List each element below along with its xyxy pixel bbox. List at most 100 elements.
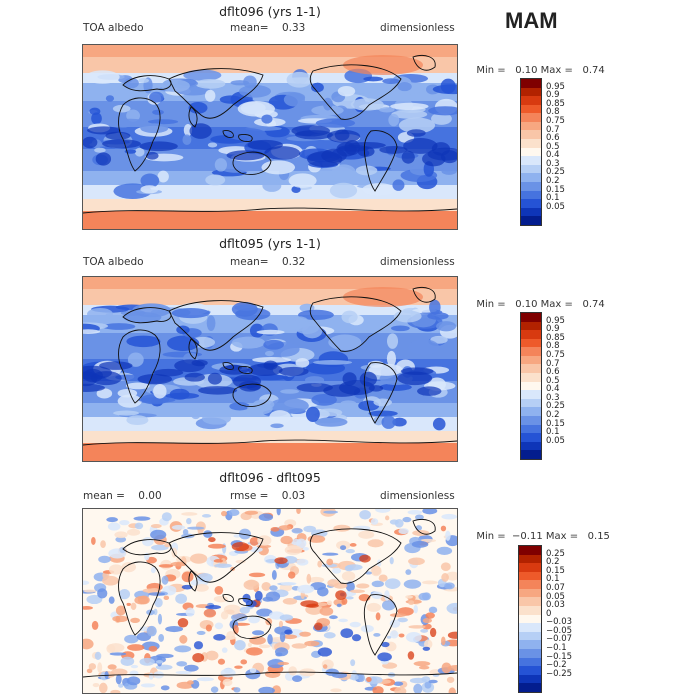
colorbar-tick-label: 0.25 — [546, 167, 565, 178]
colorbar-segment — [521, 156, 541, 165]
colorbar-segment — [519, 657, 541, 667]
panel-3-minmax: Min = −0.11 Max = 0.15 — [470, 520, 610, 542]
colorbar-tick-label: 0.15 — [546, 184, 565, 195]
colorbar-segment — [521, 415, 541, 425]
panel-1-mean-label: mean= 0.33 — [230, 22, 305, 34]
panel-3-min-label: Min = — [476, 531, 506, 542]
panel-3-rmse: rmse = 0.03 — [230, 490, 305, 502]
panel-2-colorbar — [520, 312, 542, 460]
albedo-map-dflt095 — [83, 277, 457, 461]
colorbar-segment — [521, 130, 541, 140]
panel-2-minmax: Min = 0.10 Max = 0.74 — [470, 288, 604, 310]
colorbar-segment — [519, 546, 541, 555]
colorbar-tick-label: 0.9 — [546, 324, 560, 335]
panel-2-min-value: 0.10 — [515, 299, 538, 310]
colorbar-tick-label: −0.1 — [546, 643, 567, 654]
colorbar-segment — [521, 433, 541, 442]
panel-3-units: dimensionless — [380, 490, 455, 502]
colorbar-tick-label: 0.07 — [546, 582, 565, 593]
colorbar-segment — [519, 666, 541, 675]
albedo-map-dflt096 — [83, 45, 457, 229]
panel-1-colorbar — [520, 78, 542, 226]
colorbar-tick-label: 0.1 — [546, 193, 560, 204]
colorbar-segment — [521, 216, 541, 225]
colorbar-segment — [521, 199, 541, 208]
colorbar-tick-label: −0.2 — [546, 660, 567, 671]
colorbar-segment — [519, 554, 541, 564]
colorbar-tick-label: 0.85 — [546, 98, 565, 109]
panel-1-units: dimensionless — [380, 22, 455, 34]
colorbar-tick-label: 0.8 — [546, 341, 560, 352]
panel-1-title: dflt096 (yrs 1-1) — [219, 4, 321, 19]
colorbar-segment — [521, 104, 541, 114]
colorbar-tick-label: −0.25 — [546, 668, 573, 679]
colorbar-segment — [521, 355, 541, 365]
colorbar-tick-label: 0.05 — [546, 591, 565, 602]
panel-3-rmse-value: 0.03 — [281, 490, 306, 502]
colorbar-tick-label: 0.2 — [546, 557, 560, 568]
panel-3-max-label: Max = — [545, 531, 579, 542]
colorbar-segment — [519, 597, 541, 607]
colorbar-segment — [519, 563, 541, 572]
colorbar-segment — [521, 381, 541, 391]
colorbar-segment — [521, 330, 541, 339]
colorbar-tick-label: 0.25 — [546, 401, 565, 412]
colorbar-segment — [519, 580, 541, 589]
colorbar-tick-label: 0.15 — [546, 565, 565, 576]
panel-2-mean-value: 0.32 — [281, 256, 306, 268]
colorbar-tick-label: 0.3 — [546, 392, 560, 403]
panel-1-min-label: Min = — [476, 65, 506, 76]
colorbar-tick-label: −0.15 — [546, 651, 573, 662]
colorbar-tick-label: 0.95 — [546, 81, 565, 92]
panel-3-max-value: 0.15 — [587, 531, 610, 542]
colorbar-tick-label: 0 — [546, 608, 552, 619]
colorbar-segment — [521, 407, 541, 416]
panel-2-colorbar-ticks: 0.95 0.9 0.85 0.8 0.75 0.7 0.6 0.5 0.4 0.3 0.25 0.2… — [546, 312, 606, 462]
colorbar-tick-label: 0.75 — [546, 349, 565, 360]
colorbar-segment — [521, 338, 541, 348]
colorbar-tick-label: 0.1 — [546, 427, 560, 438]
colorbar-segment — [519, 588, 541, 598]
colorbar-tick-label: 0.3 — [546, 158, 560, 169]
colorbar-tick-label: 0.75 — [546, 115, 565, 126]
colorbar-tick-label: 0.5 — [546, 375, 560, 386]
panel-2-map — [82, 276, 458, 462]
colorbar-tick-label: 0.9 — [546, 90, 560, 101]
colorbar-segment — [521, 147, 541, 157]
colorbar-tick-label: 0.25 — [546, 548, 565, 559]
colorbar-tick-label: 0.5 — [546, 141, 560, 152]
panel-1-map — [82, 44, 458, 230]
panel-1-mean-value: 0.33 — [281, 22, 306, 34]
colorbar-tick-label: 0.4 — [546, 150, 560, 161]
panel-3-colorbar — [518, 545, 542, 693]
panel-2-units: dimensionless — [380, 256, 455, 268]
colorbar-segment — [521, 313, 541, 322]
panel-2-title: dflt095 (yrs 1-1) — [219, 236, 321, 251]
panel-1-left-label: TOA albedo — [83, 22, 144, 34]
panel-2-mean-text: mean= — [230, 256, 269, 268]
colorbar-tick-label: 0.95 — [546, 315, 565, 326]
colorbar-segment — [521, 207, 541, 217]
panel-1-colorbar-ticks: 0.95 0.9 0.85 0.8 0.75 0.7 0.6 0.5 0.4 0.3 0.25 0.2… — [546, 78, 606, 228]
colorbar-segment — [521, 321, 541, 331]
colorbar-segment — [521, 87, 541, 97]
colorbar-segment — [519, 623, 541, 632]
colorbar-tick-label: −0.03 — [546, 617, 573, 628]
colorbar-segment — [521, 181, 541, 191]
panel-3-mean: mean = 0.00 — [83, 490, 162, 502]
panel-1-max-value: 0.74 — [582, 65, 605, 76]
panel-2-left-label: TOA albedo — [83, 256, 144, 268]
panel-3-mean-value: 0.00 — [138, 490, 162, 502]
colorbar-segment — [521, 398, 541, 408]
colorbar-segment — [521, 347, 541, 356]
season-label: MAM — [505, 8, 558, 33]
panel-1-max-label: Max = — [540, 65, 573, 76]
panel-2-min-label: Min = — [476, 299, 506, 310]
colorbar-segment — [521, 79, 541, 88]
colorbar-tick-label: 0.6 — [546, 367, 560, 378]
colorbar-tick-label: 0.8 — [546, 107, 560, 118]
colorbar-tick-label: 0.1 — [546, 574, 560, 585]
colorbar-segment — [519, 674, 541, 684]
colorbar-segment — [521, 373, 541, 382]
panel-2-mean-label: mean= 0.32 — [230, 256, 305, 268]
